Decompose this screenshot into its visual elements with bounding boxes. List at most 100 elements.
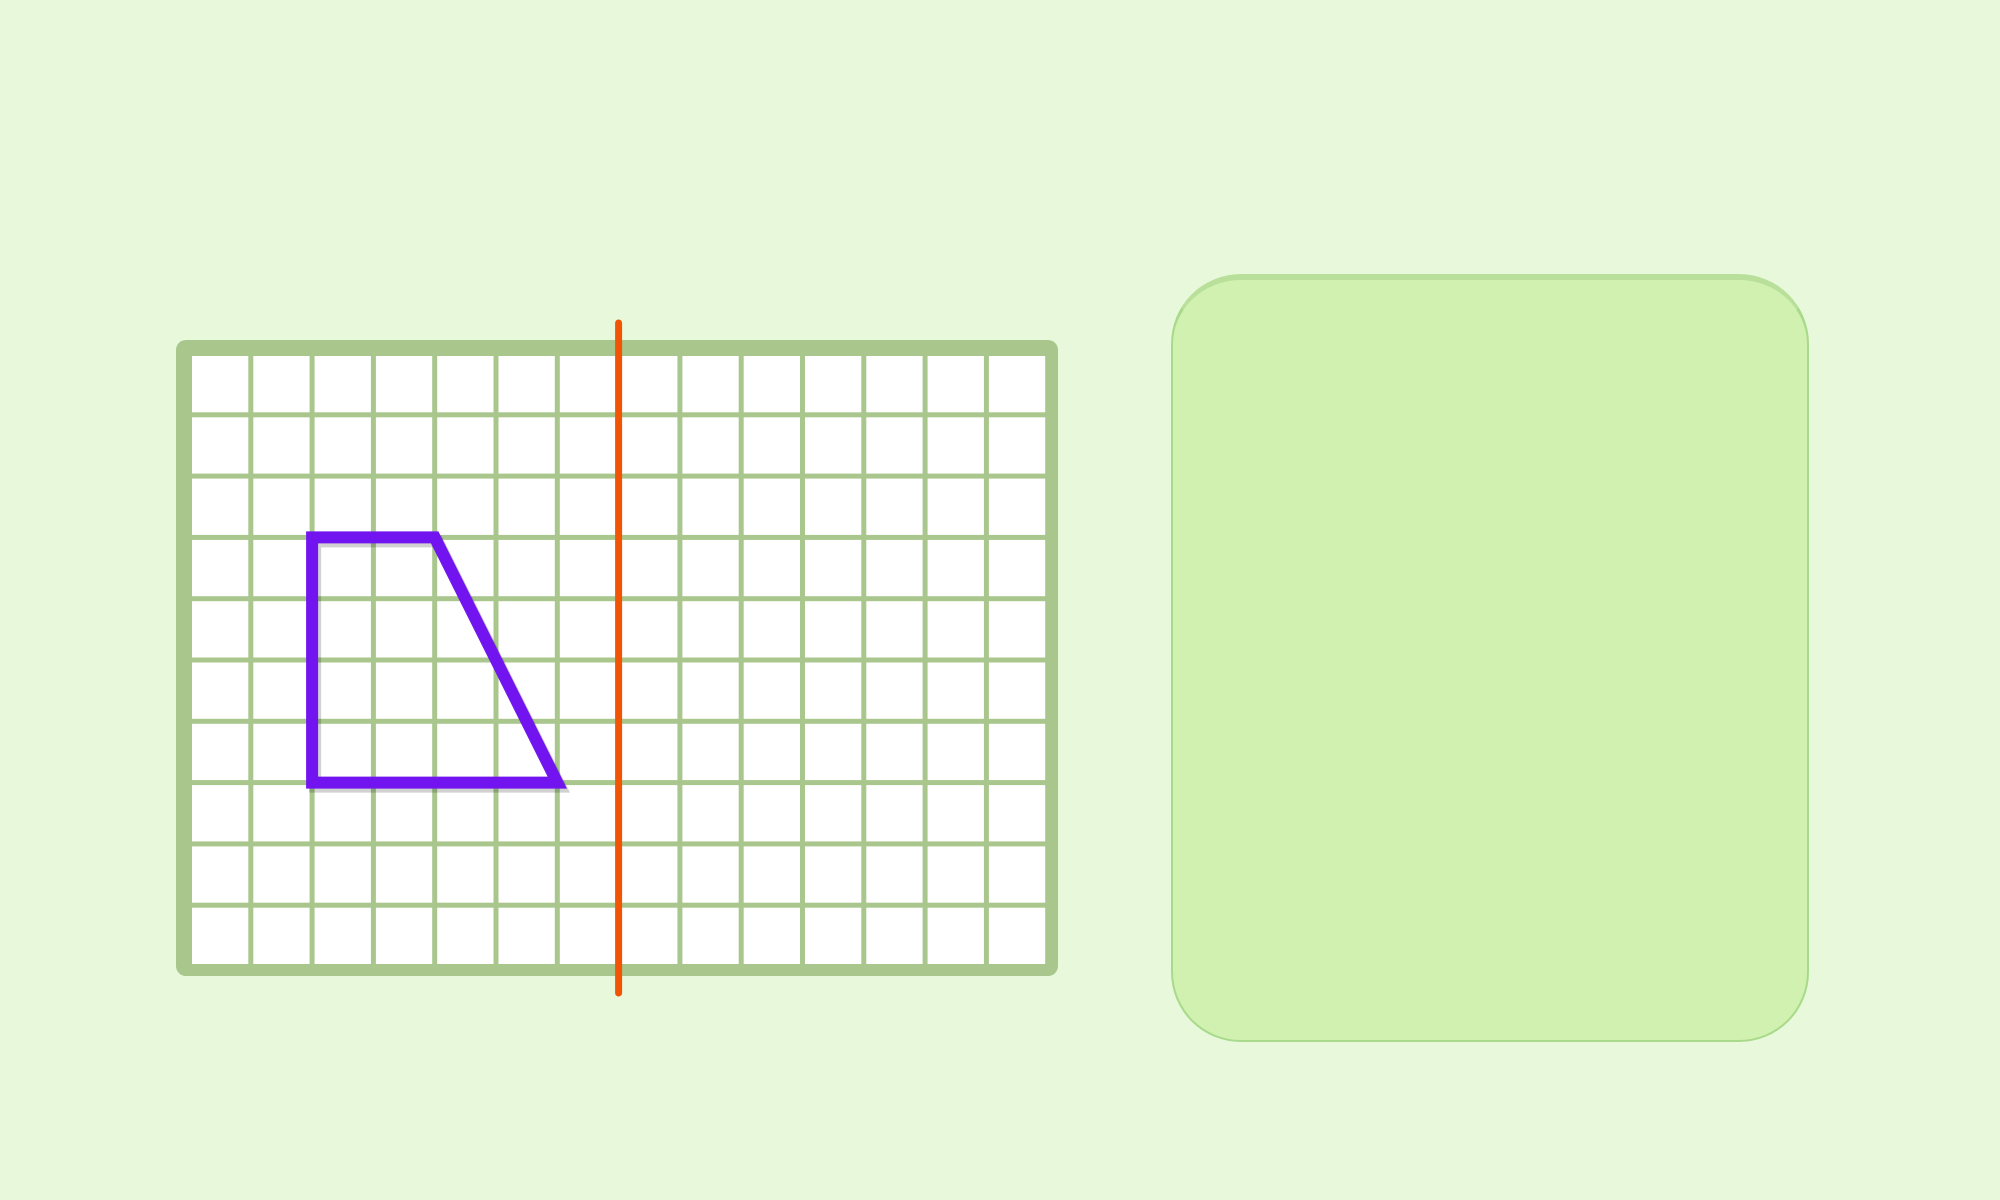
grid-cell[interactable] (314, 417, 371, 474)
grid-cell[interactable] (866, 417, 923, 474)
grid-cell[interactable] (621, 539, 678, 597)
grid-cell[interactable] (498, 417, 555, 474)
grid-cell[interactable] (927, 478, 984, 535)
grid-cell[interactable] (437, 417, 494, 474)
grid-cell[interactable] (375, 356, 433, 413)
grid-cell[interactable] (743, 417, 800, 474)
grid-cell[interactable] (437, 478, 494, 535)
grid-cell[interactable] (743, 723, 800, 781)
grid-cell[interactable] (559, 907, 617, 964)
grid-cell[interactable] (682, 417, 739, 474)
grid-cell[interactable] (375, 846, 433, 903)
grid-cell[interactable] (682, 662, 739, 719)
grid-cell[interactable] (192, 846, 249, 903)
grid-cell[interactable] (988, 601, 1046, 658)
grid-cell[interactable] (498, 907, 555, 964)
grid-cell[interactable] (192, 356, 249, 413)
grid-cell[interactable] (805, 478, 862, 535)
grid-cell[interactable] (559, 723, 617, 781)
grid-cell[interactable] (559, 539, 617, 597)
grid-cell[interactable] (253, 662, 310, 719)
grid-cell[interactable] (682, 846, 739, 903)
grid-cell[interactable] (253, 907, 310, 964)
grid-cell[interactable] (805, 356, 862, 413)
grid-cell[interactable] (927, 356, 984, 413)
grid-cell[interactable] (866, 846, 923, 903)
grid-cell[interactable] (437, 785, 494, 842)
grid-cell[interactable] (192, 907, 249, 964)
grid-cell[interactable] (192, 478, 249, 535)
grid-cell[interactable] (253, 846, 310, 903)
grid-cell[interactable] (559, 785, 617, 842)
grid-cell[interactable] (743, 846, 800, 903)
grid-cell[interactable] (682, 907, 739, 964)
grid-cell[interactable] (498, 478, 555, 535)
grid-cell[interactable] (621, 417, 678, 474)
grid-cell[interactable] (314, 662, 371, 719)
grid-cell[interactable] (314, 907, 371, 964)
grid-cell[interactable] (375, 662, 433, 719)
grid-cell[interactable] (805, 907, 862, 964)
grid-cell[interactable] (559, 356, 617, 413)
grid-cell[interactable] (988, 662, 1046, 719)
grid-cell[interactable] (375, 539, 433, 597)
grid-cell[interactable] (314, 601, 371, 658)
grid-cell[interactable] (253, 478, 310, 535)
grid-cell[interactable] (743, 662, 800, 719)
grid-cell[interactable] (559, 601, 617, 658)
grid-cell[interactable] (314, 478, 371, 535)
grid-cell[interactable] (314, 356, 371, 413)
grid-cell[interactable] (498, 356, 555, 413)
grid-cell[interactable] (498, 601, 555, 658)
grid-cell[interactable] (805, 417, 862, 474)
trapezoid-shape[interactable] (306, 531, 568, 789)
grid-cell[interactable] (866, 662, 923, 719)
grid-cell[interactable] (192, 601, 249, 658)
grid-cell[interactable] (682, 723, 739, 781)
grid-cell[interactable] (988, 846, 1046, 903)
grid-cell[interactable] (559, 417, 617, 474)
grid-cell[interactable] (988, 356, 1046, 413)
grid-cell[interactable] (805, 723, 862, 781)
answer-drop-panel[interactable] (1171, 274, 1809, 1042)
grid-cell[interactable] (192, 723, 249, 781)
grid-cell[interactable] (314, 785, 371, 842)
grid-cell[interactable] (559, 846, 617, 903)
grid-cell[interactable] (927, 601, 984, 658)
grid-cell[interactable] (621, 723, 678, 781)
grid-cell[interactable] (498, 785, 555, 842)
grid-cell[interactable] (498, 539, 555, 597)
grid-cell[interactable] (375, 601, 433, 658)
grid-cell[interactable] (621, 478, 678, 535)
grid-cell[interactable] (375, 478, 433, 535)
grid-cell[interactable] (253, 539, 310, 597)
grid-cell[interactable] (682, 539, 739, 597)
grid-cell[interactable] (498, 846, 555, 903)
grid-cell[interactable] (621, 601, 678, 658)
grid-cell[interactable] (682, 356, 739, 413)
grid-cell[interactable] (192, 662, 249, 719)
grid-cell[interactable] (743, 601, 800, 658)
grid-cell[interactable] (743, 478, 800, 535)
grid-cell[interactable] (866, 601, 923, 658)
grid-cell[interactable] (743, 539, 800, 597)
grid-cell[interactable] (988, 723, 1046, 781)
grid-cell[interactable] (314, 539, 371, 597)
grid-cell[interactable] (314, 846, 371, 903)
grid-cell[interactable] (621, 785, 678, 842)
grid-cell[interactable] (559, 662, 617, 719)
grid-cell[interactable] (621, 907, 678, 964)
grid-cell[interactable] (805, 539, 862, 597)
grid-cell[interactable] (743, 785, 800, 842)
grid-cell[interactable] (927, 785, 984, 842)
grid-cell[interactable] (866, 356, 923, 413)
grid-cell[interactable] (866, 785, 923, 842)
grid-cell[interactable] (621, 846, 678, 903)
grid-cell[interactable] (437, 907, 494, 964)
grid-cell[interactable] (253, 601, 310, 658)
grid-cell[interactable] (988, 539, 1046, 597)
grid-cell[interactable] (988, 478, 1046, 535)
grid-cell[interactable] (559, 478, 617, 535)
grid-cell[interactable] (988, 417, 1046, 474)
grid-cell[interactable] (927, 723, 984, 781)
